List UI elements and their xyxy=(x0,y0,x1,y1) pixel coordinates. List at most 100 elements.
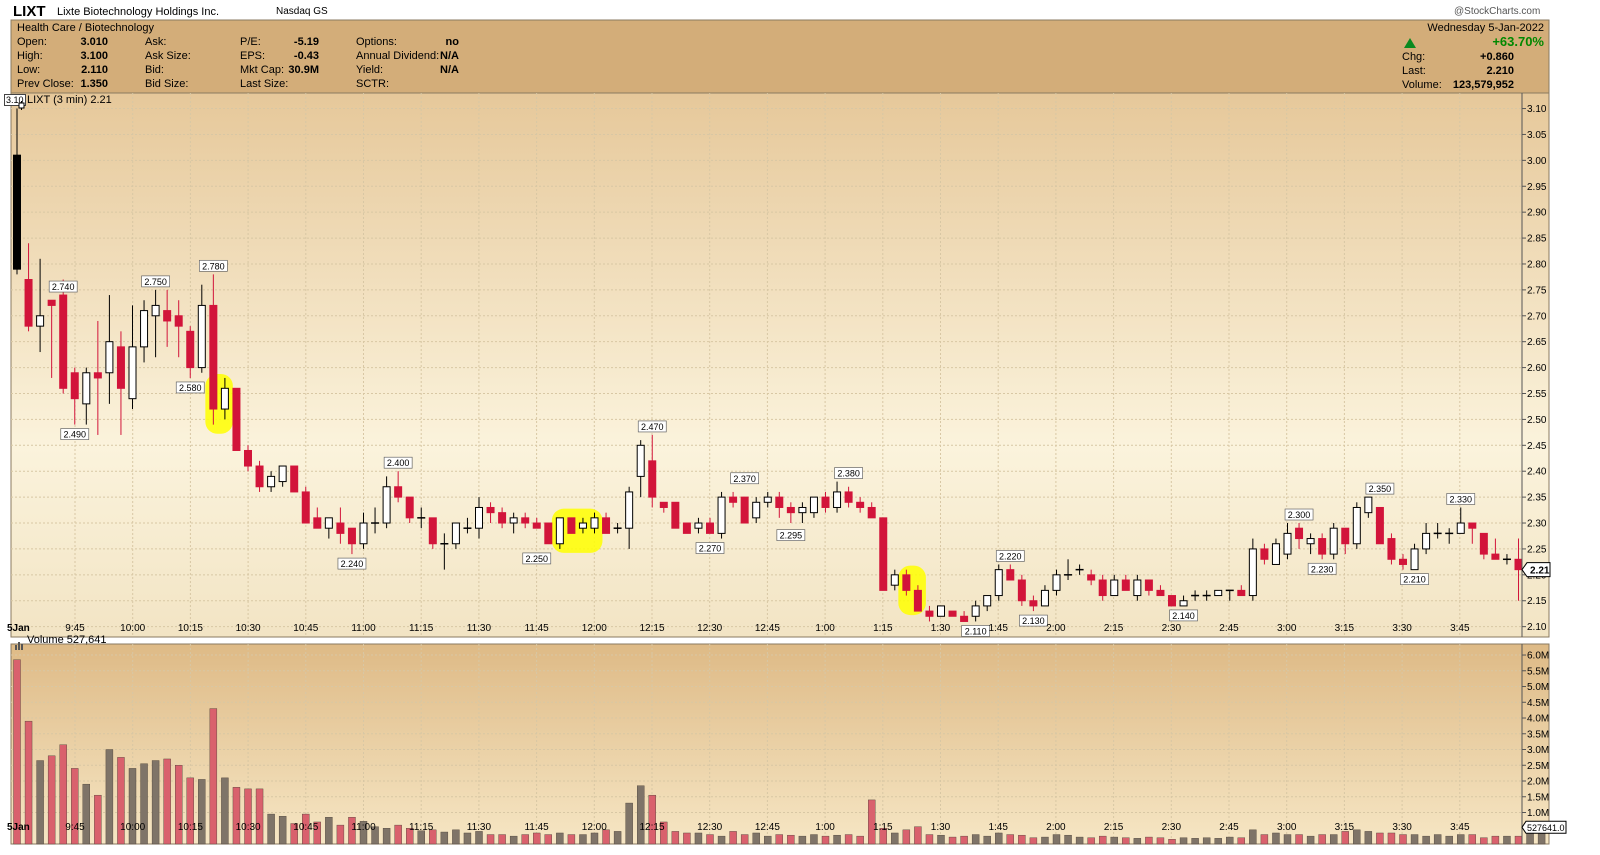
candle-body xyxy=(313,517,322,529)
price-annotation: 2.470 xyxy=(637,420,667,433)
y-tick-label: 2.90 xyxy=(1527,208,1547,219)
volume-bar xyxy=(729,831,737,845)
volume-bar xyxy=(740,834,749,845)
candle xyxy=(93,320,102,435)
candle xyxy=(209,274,218,425)
candle xyxy=(1202,590,1211,601)
change-percent: +63.70% xyxy=(1492,34,1544,49)
candle-body xyxy=(59,294,68,389)
candle-body xyxy=(925,610,934,617)
candle xyxy=(1306,533,1315,555)
annotation-label: 2.250 xyxy=(525,554,548,564)
volume-bar xyxy=(1318,834,1326,845)
candle xyxy=(1433,523,1442,539)
volume-bar xyxy=(590,832,599,845)
candle-body xyxy=(902,574,911,591)
volume-bar xyxy=(1329,834,1338,845)
candle-body xyxy=(267,475,276,488)
volume-bar xyxy=(105,749,114,845)
candle-body xyxy=(890,574,899,586)
volume-bar xyxy=(1387,832,1396,845)
volume-bar xyxy=(348,817,356,845)
candle xyxy=(948,610,957,617)
chg-value: +0.860 xyxy=(1480,51,1514,63)
annotation-label: 2.230 xyxy=(1311,564,1334,574)
x-tick-label: 12:15 xyxy=(639,623,664,634)
candle-body xyxy=(1456,522,1465,534)
candle-body xyxy=(70,372,79,400)
candle-body xyxy=(960,615,969,622)
y-tick-label: 2.30 xyxy=(1527,519,1547,530)
x-tick-label: 11:15 xyxy=(409,822,434,833)
volume-bar xyxy=(544,834,552,845)
price-annotation: 2.490 xyxy=(60,428,90,440)
volume-bar xyxy=(717,835,726,845)
volume-bar xyxy=(637,785,645,845)
candle xyxy=(1029,595,1038,612)
volume-bar xyxy=(1283,834,1292,845)
col1-label-2: Low: xyxy=(17,64,41,76)
candle-body xyxy=(1491,553,1500,560)
volume-bar xyxy=(671,831,680,845)
candle xyxy=(1110,574,1119,597)
col1-label-0: Open: xyxy=(17,36,47,48)
candle xyxy=(1075,564,1084,575)
candle xyxy=(1098,574,1107,601)
col3-label-1: EPS: xyxy=(240,50,266,62)
candle-body xyxy=(13,154,21,270)
candle-body xyxy=(1040,589,1049,607)
volume-bar xyxy=(267,813,275,845)
candle xyxy=(1017,574,1026,606)
candle xyxy=(1352,502,1361,549)
volume-bar xyxy=(417,830,425,845)
candle-body xyxy=(1468,522,1477,529)
candle xyxy=(555,517,564,549)
candle-body xyxy=(1387,538,1396,560)
x-tick-label: 9:45 xyxy=(65,623,85,634)
candle-body xyxy=(567,517,576,534)
price-annotation: 2.140 xyxy=(1169,609,1198,622)
volume-bar xyxy=(1514,835,1523,845)
candle xyxy=(994,564,1003,601)
volume-bar xyxy=(1445,835,1453,845)
volume-bar xyxy=(1480,837,1488,845)
annotation-box xyxy=(383,456,413,469)
candle xyxy=(1260,543,1269,565)
volume-bar xyxy=(925,834,934,845)
price-annotation: 2.230 xyxy=(1307,562,1337,575)
candle-body xyxy=(209,304,218,410)
annotation-label: 2.370 xyxy=(733,474,756,484)
y-tick-label: 5.0M xyxy=(1527,682,1549,693)
col2-label-1: Ask Size: xyxy=(145,50,191,62)
volume-bar xyxy=(1353,829,1361,845)
x-tick-label: 2:15 xyxy=(1104,623,1124,634)
candle xyxy=(567,517,576,534)
volume-bar xyxy=(336,824,345,845)
candle-body xyxy=(809,496,818,514)
candle xyxy=(971,600,980,622)
x-tick-label: 3:30 xyxy=(1392,822,1412,833)
volume-bar xyxy=(937,834,945,845)
volume-bar xyxy=(1468,834,1477,845)
candle-body xyxy=(1098,579,1107,597)
candle-body xyxy=(798,506,807,514)
candle xyxy=(590,512,599,534)
watermark: @StockCharts.com xyxy=(1454,6,1541,17)
col3-label-3: Last Size: xyxy=(240,78,289,90)
candle-body xyxy=(324,517,333,529)
x-tick-label: 2:45 xyxy=(1219,623,1239,634)
annotation-box xyxy=(1169,609,1198,622)
highlight-marker xyxy=(551,508,603,553)
col2-label-2: Bid: xyxy=(145,64,164,76)
candle-body xyxy=(682,522,691,534)
candle xyxy=(1399,554,1407,570)
volume-bar xyxy=(821,835,830,845)
col3-label-2: Mkt Cap: xyxy=(240,64,285,76)
candle xyxy=(1133,574,1142,601)
y-tick-label: 3.5M xyxy=(1527,729,1549,740)
volume-bar xyxy=(1410,834,1419,845)
volume-bar xyxy=(394,824,402,845)
x-tick-label: 3:15 xyxy=(1335,623,1355,634)
col1-value-1: 3.100 xyxy=(80,50,108,62)
candle xyxy=(1144,579,1153,596)
